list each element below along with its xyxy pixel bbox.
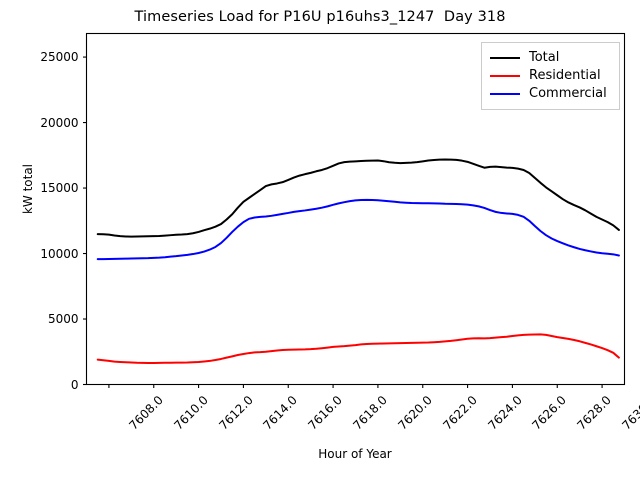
legend-item-label: Residential xyxy=(529,68,601,83)
series-line-commercial xyxy=(96,198,620,261)
legend-item-residential[interactable]: Residential xyxy=(490,67,611,85)
x-axis-label: Hour of Year xyxy=(318,447,392,461)
legend-item-label: Total xyxy=(529,50,560,65)
y-axis-label: kW total xyxy=(21,163,35,215)
legend-line-swatch-icon xyxy=(490,57,520,59)
chart-title: Timeseries Load for P16U p16uhs3_1247 Da… xyxy=(134,9,506,25)
y-tick-label: 25000 xyxy=(40,50,79,65)
y-tick-label: 5000 xyxy=(47,312,79,326)
legend-line-swatch-icon xyxy=(490,75,520,77)
y-tick-label: 10000 xyxy=(40,246,79,261)
legend-item-label: Commercial xyxy=(529,86,607,101)
legend-item-commercial[interactable]: Commercial xyxy=(490,85,611,103)
legend-line-swatch-icon xyxy=(490,93,520,95)
legend-item-total[interactable]: Total xyxy=(490,49,611,67)
y-tick-label: 15000 xyxy=(40,181,79,196)
legend: Total Residential Commercial xyxy=(481,42,620,110)
y-tick-label: 0 xyxy=(70,377,79,392)
series-lines xyxy=(96,158,620,365)
series-line-total xyxy=(96,158,620,238)
y-tick-label: 20000 xyxy=(40,115,79,130)
tick-marks xyxy=(83,56,603,388)
series-line-residential xyxy=(96,333,620,365)
